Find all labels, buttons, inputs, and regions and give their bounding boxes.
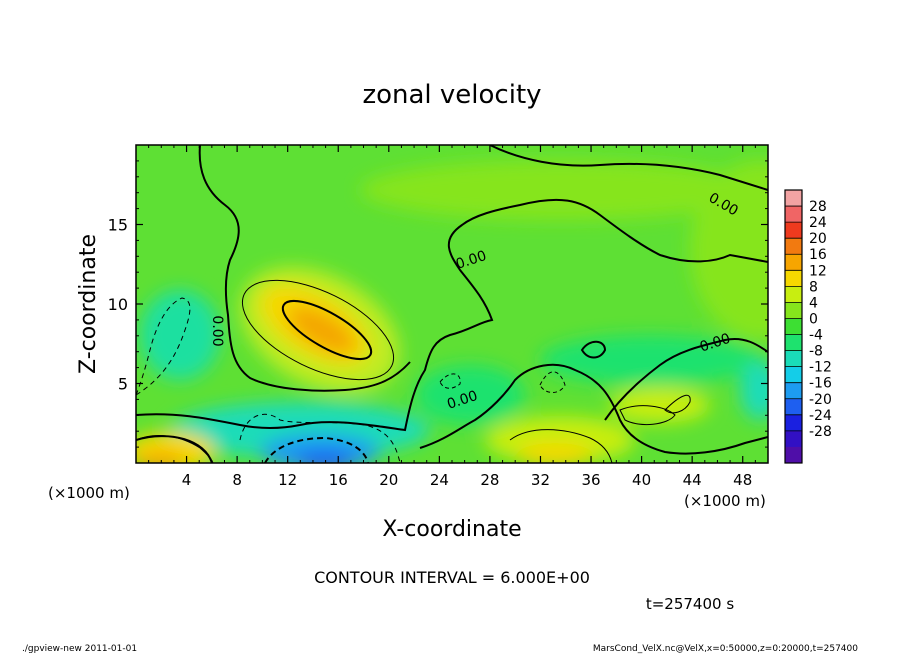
contour-small-right-b xyxy=(664,394,691,414)
x-tick-label: 24 xyxy=(430,471,449,489)
footer-right: MarsCond_VelX.nc@VelX,x=0:50000,z=0:2000… xyxy=(593,644,858,654)
colorbar-label: 24 xyxy=(809,215,827,231)
chart-title: zonal velocity xyxy=(362,80,541,110)
contour-zero-right-upper xyxy=(604,338,768,421)
y-axis: 5 10 15 xyxy=(108,160,768,448)
x-tick-label: 36 xyxy=(581,471,600,489)
contour-lines xyxy=(136,145,768,463)
colorbar-swatch xyxy=(785,238,802,255)
x-tick-label: 32 xyxy=(531,471,550,489)
colorbar-label: -20 xyxy=(809,392,832,408)
colorbar-swatch xyxy=(785,398,802,416)
contour-zero-island xyxy=(580,340,607,359)
contour-interval-text: CONTOUR INTERVAL = 6.000E+00 xyxy=(314,568,590,587)
colorbar-swatch xyxy=(785,286,802,303)
colorbar-swatch xyxy=(785,302,802,319)
x-axis-title: X-coordinate xyxy=(382,517,521,542)
colorbar-swatch xyxy=(785,350,802,368)
time-text: t=257400 s xyxy=(646,595,734,613)
colorbar-swatch xyxy=(785,318,802,336)
colorbar-label: 8 xyxy=(809,279,818,295)
colorbar-swatch xyxy=(785,382,802,400)
y-tick-label: 10 xyxy=(108,295,128,314)
contour-neg-mid-b xyxy=(439,373,461,389)
x-tick-label: 12 xyxy=(278,471,297,489)
x-tick-label: 44 xyxy=(683,471,702,489)
colorbar-label: 12 xyxy=(809,263,827,279)
x-tick-label: 16 xyxy=(329,471,348,489)
colorbar-label: 16 xyxy=(809,247,827,263)
x-unit-label: (×1000 m) xyxy=(48,484,130,502)
contour-max-jet xyxy=(281,299,373,361)
y-axis-title: Z-coordinate xyxy=(76,234,101,374)
y-unit-label: (×1000 m) xyxy=(684,492,766,510)
contour-neg-bottom-outer xyxy=(239,413,401,463)
contour-zero-right xyxy=(419,363,768,455)
colorbar-swatch xyxy=(785,334,802,352)
colorbar-swatch xyxy=(785,206,802,223)
colorbar-label: 0 xyxy=(809,311,818,327)
colorbar-label: -24 xyxy=(809,408,832,424)
colorbar-label: -8 xyxy=(809,344,823,360)
footer-left: ./gpview-new 2011-01-01 xyxy=(22,644,137,654)
colorbar-label: 28 xyxy=(809,199,827,215)
colorbar-label: -28 xyxy=(809,424,832,440)
contour-small-right-a xyxy=(619,405,676,426)
contour-small-left xyxy=(136,435,214,463)
contour-zero-upper-left xyxy=(198,145,411,392)
x-axis: 4 8 12 16 20 24 28 32 36 40 44 48 xyxy=(148,145,756,489)
colorbar-label: 20 xyxy=(809,231,827,247)
contour-neg-left xyxy=(136,297,191,396)
contour-zero-top xyxy=(489,145,768,191)
colorbar-label: -12 xyxy=(809,360,832,376)
colorbar-label: 4 xyxy=(809,295,818,311)
colorbar-swatch xyxy=(785,254,802,271)
x-tick-label: 28 xyxy=(480,471,499,489)
colorbar-label: -16 xyxy=(809,376,832,392)
colorbar-swatch xyxy=(785,446,802,464)
x-tick-label: 4 xyxy=(182,471,192,489)
colorbar-swatch xyxy=(785,270,802,287)
contour-small-bottom-right xyxy=(509,429,613,463)
x-tick-label: 40 xyxy=(632,471,651,489)
contour-zero-main xyxy=(136,198,768,432)
colorbar-label: -4 xyxy=(809,328,823,344)
y-tick-label: 5 xyxy=(118,375,128,394)
colorbar-swatch xyxy=(785,222,802,239)
contour-label: 0.00 xyxy=(209,315,225,346)
colorbar-swatch xyxy=(785,190,802,207)
colorbar-swatch xyxy=(785,430,802,448)
y-tick-label: 15 xyxy=(108,216,128,235)
colorbar-frame xyxy=(784,189,803,464)
contour-jet-outer xyxy=(241,279,395,381)
x-tick-label: 8 xyxy=(232,471,242,489)
x-tick-label: 48 xyxy=(733,471,752,489)
colorbar-swatch xyxy=(785,366,802,384)
x-tick-label: 20 xyxy=(379,471,398,489)
contour-neg-mid-a xyxy=(539,371,566,393)
colorbar-swatch xyxy=(785,414,802,432)
heatmap-field: 0.000.000.000.000.00 xyxy=(136,145,768,463)
